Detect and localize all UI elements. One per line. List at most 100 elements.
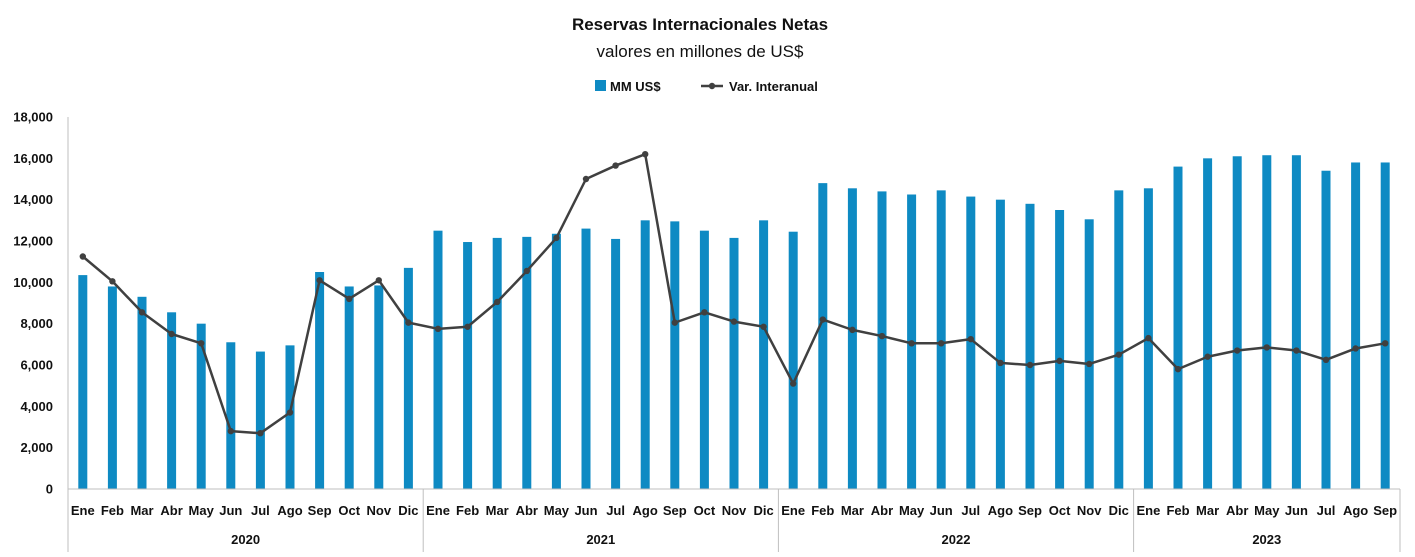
line-point — [405, 319, 412, 326]
x-tick-label: Abr — [516, 503, 538, 518]
line-point — [316, 277, 323, 284]
bar — [463, 242, 473, 489]
line-point — [138, 309, 146, 316]
year-label: 2022 — [942, 532, 971, 547]
line-point — [671, 319, 678, 326]
line-point — [494, 298, 501, 306]
bar — [581, 228, 591, 489]
line-point — [612, 162, 619, 169]
line-point — [938, 340, 945, 347]
y-tick-label: 10,000 — [13, 275, 53, 290]
bar — [1351, 162, 1361, 489]
line-point — [1086, 360, 1093, 368]
y-tick-label: 4,000 — [20, 399, 53, 414]
x-tick-label: Ago — [633, 503, 658, 518]
line-point — [1234, 347, 1241, 354]
bar — [1114, 190, 1124, 489]
bar — [285, 345, 295, 489]
line-point — [1056, 357, 1063, 365]
line-point — [997, 359, 1004, 367]
line-point — [464, 323, 471, 330]
bar — [78, 275, 88, 489]
y-tick-label: 2,000 — [20, 440, 53, 455]
line-point — [1322, 356, 1330, 364]
bar — [403, 267, 413, 489]
bar-series — [78, 155, 1390, 490]
x-tick-label: Jun — [219, 503, 242, 518]
line-point — [1352, 345, 1359, 352]
x-tick-label: Dic — [753, 503, 773, 518]
bar — [1232, 156, 1242, 489]
bar — [1321, 170, 1331, 490]
bar — [1203, 158, 1213, 489]
x-tick-label: Oct — [338, 503, 360, 518]
bar — [137, 296, 147, 489]
bar — [107, 286, 117, 489]
bar — [640, 220, 650, 489]
y-axis: 0 2,000 4,000 6,000 8,000 10,000 12,000 14,000 1… — [13, 110, 69, 497]
bar — [315, 272, 325, 489]
x-tick-label: Jun — [574, 503, 597, 518]
x-tick-label: May — [899, 503, 925, 518]
bar — [522, 236, 532, 489]
bar — [877, 191, 887, 489]
x-tick-label: May — [1254, 503, 1280, 518]
line-point — [1293, 347, 1300, 354]
x-tick-label: Feb — [1166, 503, 1189, 518]
line-point — [109, 278, 116, 285]
line-point — [908, 340, 915, 347]
x-tick-label: May — [544, 503, 570, 518]
x-tick-label: Sep — [663, 503, 687, 518]
x-tick-label: Sep — [308, 503, 332, 518]
y-tick-label: 6,000 — [20, 358, 53, 373]
line-point — [1382, 340, 1389, 347]
line-point — [1204, 353, 1211, 360]
line-point — [1263, 344, 1271, 351]
bar — [847, 188, 857, 490]
x-tick-label: Mar — [1196, 503, 1219, 518]
legend: MM US$ Var. Interanual — [595, 79, 818, 94]
x-tick-label: Ene — [1136, 503, 1160, 518]
legend-label-bars: MM US$ — [610, 79, 661, 94]
bar — [492, 237, 502, 489]
x-tick-label: Oct — [694, 503, 716, 518]
bar — [729, 237, 739, 489]
line-point — [375, 277, 382, 284]
bar — [255, 351, 265, 489]
x-tick-label: Dic — [1109, 503, 1129, 518]
bar — [344, 286, 354, 489]
year-label: 2021 — [586, 532, 615, 547]
bar — [995, 199, 1005, 490]
line-point — [1026, 361, 1034, 369]
x-tick-label: Jul — [251, 503, 270, 518]
x-axis: Ene Feb Mar Abr May Jun Jul Ago Sep Oct Nov Dic Ene F… — [67, 488, 1401, 552]
x-tick-label: Ago — [1343, 503, 1368, 518]
bar — [1084, 219, 1094, 490]
x-tick-label: Mar — [130, 503, 153, 518]
line-point — [760, 323, 767, 330]
bar — [167, 312, 177, 489]
bar — [1025, 203, 1035, 490]
bar — [1262, 155, 1272, 490]
x-tick-label: Mar — [486, 503, 509, 518]
line-point — [523, 267, 530, 275]
line-point — [553, 234, 560, 242]
x-tick-label: Abr — [1226, 503, 1248, 518]
x-tick-label: Feb — [456, 503, 479, 518]
x-tick-label: Jun — [1285, 503, 1308, 518]
line-point — [701, 309, 708, 316]
y-tick-label: 14,000 — [13, 192, 53, 207]
line-point — [227, 427, 234, 435]
line-point — [1115, 351, 1123, 358]
x-tick-label: Mar — [841, 503, 864, 518]
x-tick-label: Oct — [1049, 503, 1071, 518]
line-point — [168, 330, 175, 338]
bar — [196, 323, 206, 489]
bar — [1291, 155, 1301, 490]
bar — [936, 190, 946, 489]
bar — [1380, 162, 1390, 489]
y-tick-label: 0 — [46, 482, 53, 497]
y-tick-label: 18,000 — [13, 110, 53, 125]
line-point — [286, 409, 294, 416]
